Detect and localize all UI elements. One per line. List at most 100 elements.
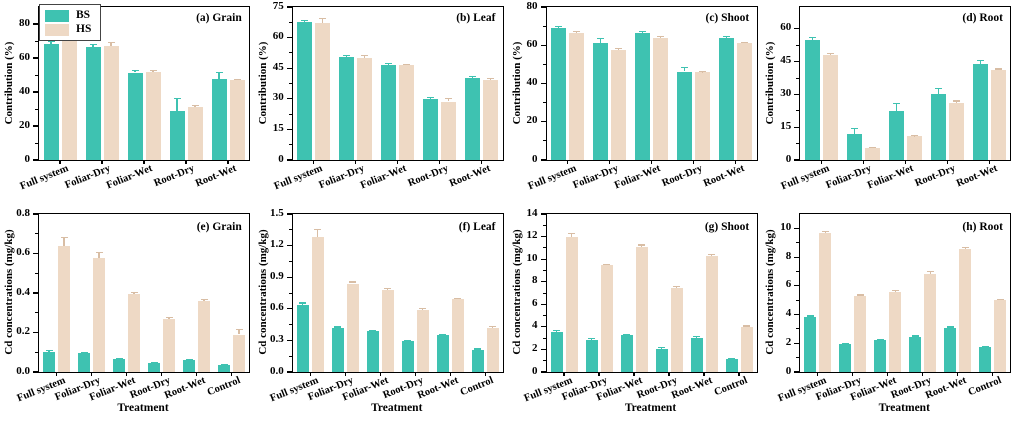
y-axis-tick-label: 40 xyxy=(19,84,30,97)
y-axis-minor-tick xyxy=(542,140,546,142)
plot-area xyxy=(286,213,504,376)
y-axis-minor-tick xyxy=(796,242,800,244)
bar-hs xyxy=(416,309,429,372)
y-axis-tick-label: 0.8 xyxy=(16,206,30,219)
x-axis-tick xyxy=(738,372,740,376)
plot-area xyxy=(540,213,758,376)
error-bar-cap xyxy=(165,316,173,319)
y-axis-minor-tick xyxy=(288,144,292,146)
error-bar-cap xyxy=(597,38,604,40)
bar-hs xyxy=(315,22,331,160)
error-bar-cap xyxy=(806,315,814,317)
y-axis-tick-label: 0.4 xyxy=(16,285,30,298)
x-axis-tick xyxy=(59,160,61,164)
bar-bs xyxy=(690,337,703,372)
error-bar xyxy=(50,41,52,45)
bar-hs xyxy=(145,71,161,160)
error-bar-cap xyxy=(826,52,834,54)
y-axis-major-tick xyxy=(794,61,800,63)
y-axis-major-tick xyxy=(540,44,546,46)
error-bar xyxy=(48,350,50,353)
panel-label: (f) Leaf xyxy=(458,221,496,233)
error-bar-cap xyxy=(469,76,477,78)
x-axis-tick xyxy=(563,372,565,376)
error-bar-cap xyxy=(934,87,942,90)
bar-bs xyxy=(677,71,692,160)
error-bar-cap xyxy=(681,66,688,68)
error-bar xyxy=(98,252,100,259)
error-bar xyxy=(570,233,573,237)
error-bar-cap xyxy=(185,358,193,361)
error-bar xyxy=(640,245,643,247)
error-bar xyxy=(448,98,450,102)
y-axis-major-tick xyxy=(286,245,292,247)
legend-item-hs: HS xyxy=(45,23,91,36)
y-axis-minor-tick xyxy=(796,271,800,272)
error-bar-cap xyxy=(850,128,858,130)
y-axis-tick-label: 0.6 xyxy=(270,301,284,314)
plot-area xyxy=(33,213,250,376)
y-axis-tick-label: 0 xyxy=(785,152,792,165)
bar-bs xyxy=(436,335,449,372)
y-axis-tick-label: 45 xyxy=(780,54,792,67)
x-axis-tick xyxy=(566,160,569,164)
panel-h-root-cd: Cd concentrations (mg/kg) (h) Root Treat… xyxy=(761,205,1015,425)
error-bar xyxy=(194,105,196,108)
error-bar-cap xyxy=(403,63,411,65)
bar-hs xyxy=(399,65,415,160)
bar-hs xyxy=(93,258,105,372)
x-axis-tick xyxy=(414,372,416,376)
error-bar xyxy=(134,70,136,73)
y-axis-major-tick xyxy=(33,331,38,334)
error-bar-cap xyxy=(841,342,849,344)
panel-g-shoot-cd: Cd concentrations (mg/kg) (g) Shoot Trea… xyxy=(508,205,762,425)
y-axis-tick-label: 12 xyxy=(526,229,538,242)
y-axis-tick-label: 14 xyxy=(526,206,538,219)
y-axis-tick-label: 75 xyxy=(272,0,284,12)
y-axis-major-tick xyxy=(540,258,546,260)
y-axis-major-tick xyxy=(794,285,800,287)
error-bar-cap xyxy=(868,146,876,148)
bar-bs xyxy=(585,340,598,372)
error-bar xyxy=(590,338,593,341)
error-bar-cap xyxy=(487,77,495,80)
x-axis-tick xyxy=(668,372,670,376)
y-axis-major-tick xyxy=(33,252,38,255)
bar-hs xyxy=(346,283,359,372)
error-bar-cap xyxy=(319,18,327,20)
y-axis-minor-tick xyxy=(288,229,292,231)
x-axis-tick xyxy=(195,372,198,376)
y-axis-tick-label: 0.9 xyxy=(270,269,284,282)
error-bar-cap xyxy=(173,98,181,100)
bar-bs xyxy=(43,44,59,160)
y-axis-major-tick xyxy=(286,213,292,215)
bar-hs xyxy=(486,327,499,372)
error-bar-cap xyxy=(808,37,816,39)
error-bar-cap xyxy=(45,350,53,352)
bar-hs xyxy=(737,43,752,160)
bar-bs xyxy=(550,331,563,372)
y-axis-minor-tick xyxy=(796,110,800,112)
error-bar-cap xyxy=(693,336,700,338)
bar-bs xyxy=(366,330,379,372)
y-axis-major-tick xyxy=(33,292,38,294)
bar-hs xyxy=(994,300,1007,372)
error-bar xyxy=(346,55,348,58)
bar-bs xyxy=(381,64,397,160)
x-axis-tick xyxy=(90,372,93,376)
error-bar-cap xyxy=(149,70,157,72)
y-axis-tick-label: 8 xyxy=(532,274,538,287)
error-bar-cap xyxy=(876,338,884,341)
y-axis-tick-label: 6 xyxy=(532,296,538,309)
bar-hs xyxy=(61,41,77,160)
error-bar xyxy=(895,103,897,111)
y-axis-major-tick xyxy=(794,93,800,95)
bar-hs xyxy=(311,237,324,372)
y-axis-tick-label: 1.2 xyxy=(270,238,284,251)
error-bar xyxy=(575,31,578,33)
y-axis-tick-label: 0.2 xyxy=(16,325,30,337)
bar-hs xyxy=(889,291,902,372)
error-bar xyxy=(322,18,324,23)
error-bar-cap xyxy=(699,70,706,73)
x-axis-tick xyxy=(143,160,145,164)
